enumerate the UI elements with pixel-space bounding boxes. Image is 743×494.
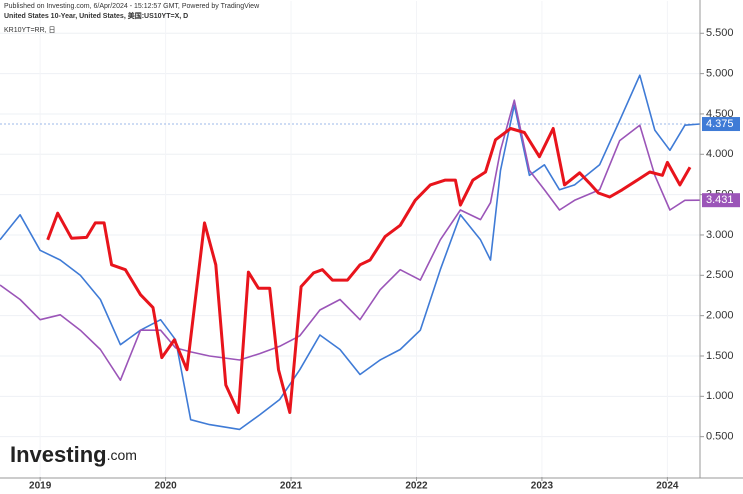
- x-tick-label: 2020: [154, 481, 177, 492]
- series-line: [46, 127, 692, 414]
- plot: [0, 74, 701, 431]
- series-line: [0, 74, 701, 431]
- logo: Investing.com: [10, 442, 137, 467]
- published-note: Published on Investing.com, 6/Apr/2024 -…: [4, 3, 260, 10]
- y-tick-label: 1.000: [706, 390, 734, 402]
- logo-text: Investing: [10, 442, 107, 467]
- x-tick-label: 2021: [280, 481, 303, 492]
- x-tick-label: 2023: [531, 481, 554, 492]
- y-tick-label: 5.500: [706, 27, 734, 39]
- logo-suffix: .com: [107, 447, 137, 463]
- y-tick-label: 0.500: [706, 431, 734, 443]
- x-tick-label: 2019: [29, 481, 52, 492]
- x-tick-label: 2024: [656, 481, 679, 492]
- x-tick-label: 2022: [405, 481, 428, 492]
- grid: [0, 1, 700, 477]
- y-tick-label: 3.000: [706, 229, 734, 241]
- value-badge: [702, 117, 740, 132]
- y-tick-label: 2.000: [706, 310, 734, 322]
- value-label: 3.431: [706, 194, 734, 206]
- value-badge: [702, 193, 740, 208]
- y-tick-label: 4.000: [706, 148, 734, 160]
- symbol-label: KR10YT=RR, 日: [4, 26, 56, 34]
- value-label: 4.375: [706, 118, 734, 130]
- y-tick-label: 1.500: [706, 350, 734, 362]
- y-tick-label: 2.500: [706, 269, 734, 281]
- y-tick-label: 4.500: [706, 108, 734, 120]
- y-tick-label: 5.000: [706, 68, 734, 80]
- symbol-label: United States 10-Year, United States, 美国…: [4, 11, 188, 20]
- series-line: [0, 99, 701, 381]
